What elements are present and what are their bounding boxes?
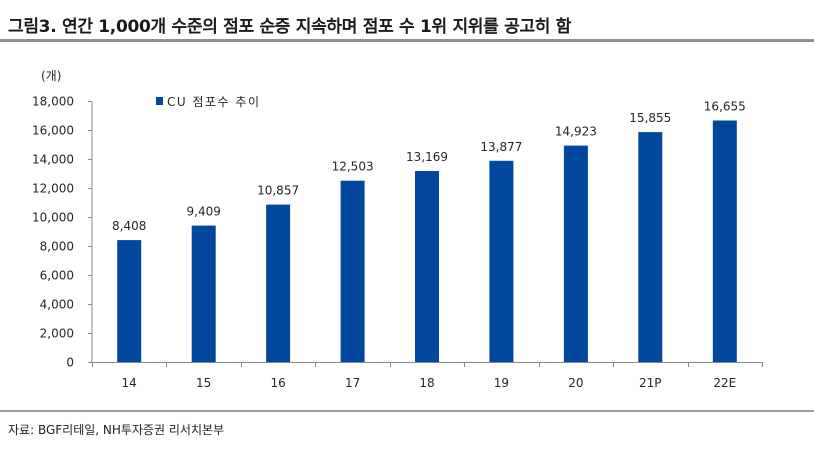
y-tick-label: 0 <box>66 356 74 370</box>
bar <box>415 171 439 362</box>
y-tick-label: 14,000 <box>32 153 74 167</box>
bar <box>712 120 737 362</box>
bar <box>638 132 663 362</box>
x-tick-label: 14 <box>122 376 137 390</box>
legend-label: CU 점포수 추이 <box>167 95 261 109</box>
bar <box>563 145 588 362</box>
bar-value-label: 12,503 <box>332 160 374 174</box>
bar-value-label: 13,169 <box>406 150 448 164</box>
x-tick-label: 15 <box>196 376 211 390</box>
bar <box>340 180 365 362</box>
y-tick-label: 18,000 <box>32 95 74 109</box>
title-divider <box>0 39 814 42</box>
source-divider <box>0 410 814 412</box>
legend-swatch <box>156 97 163 105</box>
bar <box>266 204 291 362</box>
x-tick-label: 16 <box>270 376 285 390</box>
bar <box>117 240 142 362</box>
figure-title: 그림3. 연간 1,000개 수준의 점포 순증 지속하며 점포 수 1위 지위… <box>8 17 572 37</box>
y-tick-label: 4,000 <box>40 298 74 312</box>
y-axis-unit-label: (개) <box>41 69 61 83</box>
bar <box>191 225 216 362</box>
x-tick-label: 21P <box>639 376 662 390</box>
bar-value-label: 14,923 <box>555 125 597 139</box>
x-tick-label: 17 <box>345 376 360 390</box>
y-tick-label: 2,000 <box>40 327 74 341</box>
bar-value-label: 13,877 <box>480 140 522 154</box>
x-tick-label: 22E <box>713 376 736 390</box>
y-tick-label: 16,000 <box>32 124 74 138</box>
bar-value-label: 16,655 <box>704 100 746 114</box>
y-tick-label: 12,000 <box>32 182 74 196</box>
y-tick-label: 10,000 <box>32 211 74 225</box>
y-tick-label: 6,000 <box>40 269 74 283</box>
bar-value-label: 10,857 <box>257 184 299 198</box>
source-note: 자료: BGF리테일, NH투자증권 리서치본부 <box>8 423 225 437</box>
bar-value-label: 9,409 <box>187 205 221 219</box>
bar <box>489 160 514 362</box>
bar-value-label: 15,855 <box>629 111 671 125</box>
y-tick-label: 8,000 <box>40 240 74 254</box>
x-tick-label: 20 <box>568 376 583 390</box>
bar-value-label: 8,408 <box>112 219 146 233</box>
x-tick-label: 19 <box>494 376 509 390</box>
x-tick-label: 18 <box>419 376 434 390</box>
